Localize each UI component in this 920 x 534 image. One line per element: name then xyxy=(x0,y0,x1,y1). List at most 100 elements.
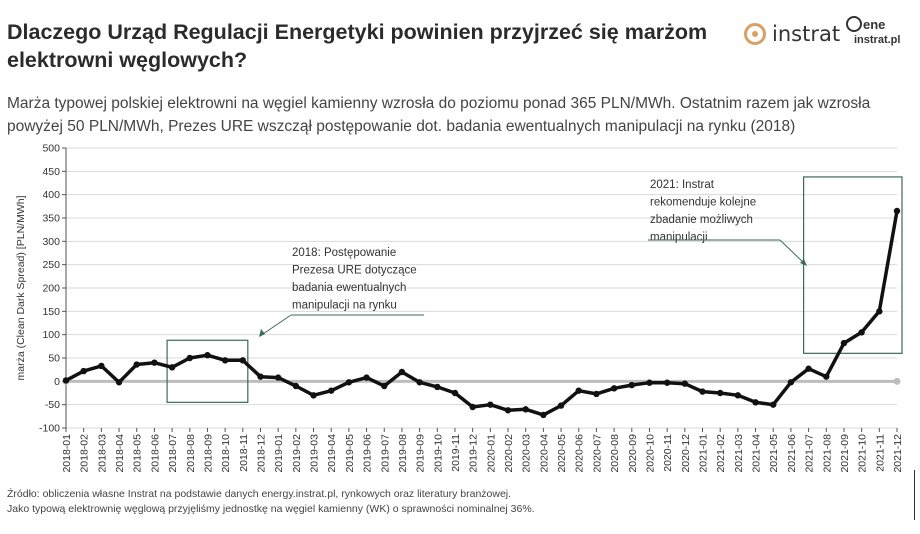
x-tick-label: 2020-09 xyxy=(627,434,639,473)
source-note: Źródło: obliczenia własne Instrat na pod… xyxy=(7,488,512,500)
data-point xyxy=(770,401,777,408)
x-tick-label: 2021-03 xyxy=(733,434,745,473)
x-tick-label: 2020-06 xyxy=(574,434,586,473)
data-point xyxy=(221,357,229,364)
data-point xyxy=(62,377,70,384)
data-point xyxy=(681,380,689,387)
x-tick-label: 2018-05 xyxy=(132,434,144,473)
data-point xyxy=(239,357,247,364)
x-tick-label: 2019-05 xyxy=(344,434,356,473)
annotation-leader-2021 xyxy=(779,239,807,266)
x-tick-label: 2018-11 xyxy=(238,434,250,472)
x-tick-label: 2018-12 xyxy=(255,434,267,473)
y-tick-label: 500 xyxy=(42,143,60,155)
x-tick-label: 2018-08 xyxy=(185,434,197,473)
data-point xyxy=(80,367,87,375)
x-tick-label: 2019-10 xyxy=(432,434,444,473)
data-point xyxy=(451,389,459,397)
x-tick-label: 2018-09 xyxy=(202,434,214,473)
instrat-logo: instrat xyxy=(744,22,840,46)
y-tick-label: 300 xyxy=(42,236,60,248)
y-tick-label: 150 xyxy=(42,306,60,318)
data-point xyxy=(292,382,300,390)
annotation-box-2018 xyxy=(166,339,249,403)
data-point xyxy=(540,411,547,419)
energy-logo-text: ene xyxy=(863,17,886,32)
x-tick-label: 2020-03 xyxy=(521,434,533,473)
divider xyxy=(914,470,915,520)
x-tick-label: 2020-11 xyxy=(662,434,674,472)
data-point xyxy=(575,387,582,394)
data-point xyxy=(876,308,883,315)
data-point xyxy=(398,368,406,376)
x-tick-label: 2021-12 xyxy=(892,434,904,473)
x-tick-label: 2021-06 xyxy=(786,434,798,473)
data-point xyxy=(204,352,211,359)
data-point xyxy=(133,361,140,368)
x-tick-label: 2018-07 xyxy=(167,434,179,473)
x-tick-label: 2019-01 xyxy=(273,434,285,473)
x-tick-label: 2019-09 xyxy=(415,434,427,473)
x-tick-label: 2021-02 xyxy=(715,434,727,473)
data-point xyxy=(699,388,706,395)
x-tick-label: 2018-06 xyxy=(149,434,161,473)
x-tick-label: 2020-10 xyxy=(644,434,656,473)
annotation-text-2021: 2021: Instrat xyxy=(650,179,715,191)
chart-subtitle: Marża typowej polskiej elektrowni na węg… xyxy=(7,95,871,135)
annotation-text-2018: manipulacji na rynku xyxy=(292,300,397,312)
data-point xyxy=(805,365,812,372)
y-tick-label: 450 xyxy=(42,166,60,178)
x-tick-label: 2020-12 xyxy=(680,434,692,473)
data-point xyxy=(858,329,865,336)
x-tick-label: 2020-08 xyxy=(609,434,621,473)
data-point xyxy=(151,359,158,366)
annotation-text-2018: badania ewentualnych xyxy=(292,282,406,294)
data-point xyxy=(504,407,512,414)
data-point xyxy=(716,389,724,397)
energy-logo-icon xyxy=(846,16,862,32)
y-tick-label: -100 xyxy=(39,423,60,435)
instrat-logo-icon xyxy=(744,23,766,45)
data-point xyxy=(363,374,370,381)
x-tick-label: 2018-10 xyxy=(220,434,232,473)
x-tick-label: 2019-11 xyxy=(450,434,462,472)
data-point xyxy=(274,374,282,381)
y-axis-label: marża (Clean Dark Spread) [PLN/MWh] xyxy=(15,195,27,380)
x-tick-label: 2021-10 xyxy=(857,434,869,473)
x-tick-label: 2020-02 xyxy=(503,434,515,473)
data-point xyxy=(469,403,476,411)
x-tick-label: 2019-06 xyxy=(362,434,374,473)
line-chart: -100 -50 0 50 100 150 200 250 300 350 400 450 500 201… xyxy=(15,143,904,473)
x-tick-label: 2021-11 xyxy=(874,434,886,472)
data-point xyxy=(628,381,635,389)
y-tick-label: 350 xyxy=(42,213,60,225)
chart-footer: Źródło: obliczenia własne Instrat na pod… xyxy=(7,487,535,517)
y-tick-label: 400 xyxy=(42,189,60,201)
y-tick-label: -50 xyxy=(45,399,60,411)
x-tick-label: 2021-01 xyxy=(698,434,710,473)
data-point xyxy=(823,373,830,380)
x-tick-label: 2018-01 xyxy=(61,434,73,473)
data-point xyxy=(557,402,565,409)
y-tick-label: 50 xyxy=(48,353,60,365)
data-point xyxy=(646,379,653,386)
y-tick-label: 0 xyxy=(54,376,60,388)
x-tick-label: 2019-07 xyxy=(379,434,391,473)
instrat-logo-text: instrat xyxy=(772,22,841,46)
annotation-text-2018: 2018: Postępowanie xyxy=(292,247,396,259)
data-point xyxy=(663,379,671,386)
x-tick-label: 2020-05 xyxy=(556,434,568,473)
data-point xyxy=(893,207,901,215)
energy-instrat-logo: ene instrat.pl xyxy=(846,14,918,50)
x-tick-label: 2018-03 xyxy=(96,434,108,473)
data-point xyxy=(416,379,423,386)
annotation-arrow-2021 xyxy=(800,259,807,266)
data-point xyxy=(257,373,264,380)
x-tick-label: 2021-08 xyxy=(821,434,833,473)
data-point xyxy=(840,339,848,347)
zero-line-end-point xyxy=(893,377,901,385)
annotation-text-2021: zbadanie możliwych xyxy=(650,214,753,226)
data-point xyxy=(487,401,494,408)
annotation-text-2018: Prezesa URE dotyczące xyxy=(292,265,417,277)
data-point xyxy=(752,399,759,406)
